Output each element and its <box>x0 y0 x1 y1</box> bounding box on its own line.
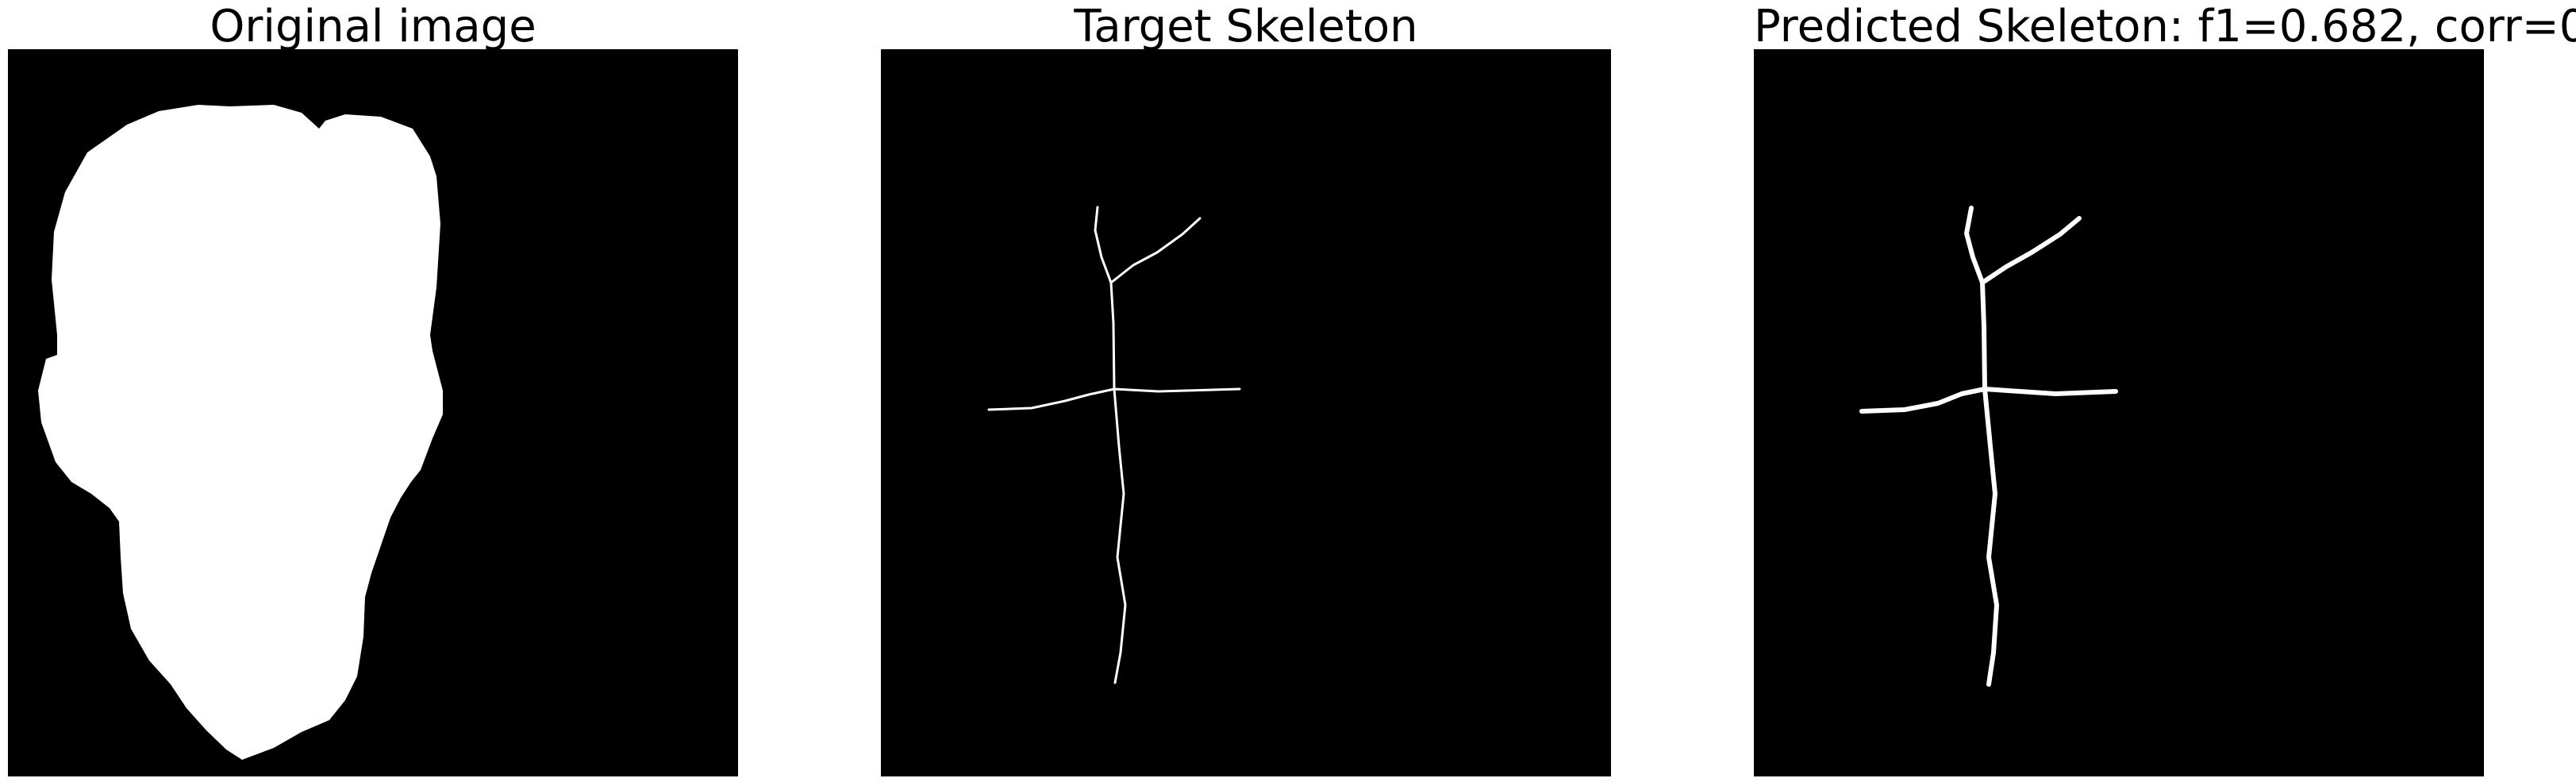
target-skeleton-lines <box>987 206 1241 684</box>
panel-predicted: Predicted Skeleton: f1=0.682, corr=0.718 <box>1754 0 2576 782</box>
target-skeleton-image <box>881 49 1611 776</box>
panel-original: Original image <box>8 0 738 782</box>
panel-title-target: Target Skeleton <box>1074 1 1418 52</box>
predicted-skeleton-lines <box>1859 206 2118 687</box>
original-mask-image <box>8 49 738 776</box>
panel-title-predicted: Predicted Skeleton: f1=0.682, corr=0.718 <box>1754 1 2576 52</box>
panel-title-original: Original image <box>210 1 536 52</box>
foreground-shape <box>38 105 443 760</box>
predicted-skeleton-image <box>1754 49 2484 776</box>
panel-target: Target Skeleton <box>881 0 1611 782</box>
